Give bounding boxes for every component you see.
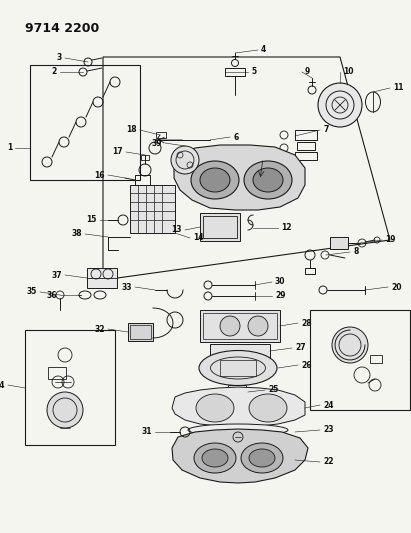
Text: 31: 31 <box>141 427 152 437</box>
Text: 9: 9 <box>305 68 310 77</box>
Bar <box>30 65 140 180</box>
Text: 39: 39 <box>152 139 162 148</box>
Circle shape <box>332 327 368 363</box>
Text: 22: 22 <box>323 457 333 466</box>
Ellipse shape <box>199 351 277 385</box>
Text: 11: 11 <box>393 84 404 93</box>
Text: 32: 32 <box>95 325 105 334</box>
Text: 26: 26 <box>301 360 312 369</box>
Bar <box>141 155 149 160</box>
Text: ·: · <box>83 60 85 64</box>
Ellipse shape <box>253 168 283 192</box>
Text: 4: 4 <box>261 45 266 54</box>
Bar <box>230 387 244 398</box>
Text: 29: 29 <box>275 292 286 301</box>
Bar <box>203 216 237 238</box>
Bar <box>156 132 166 138</box>
Polygon shape <box>172 429 308 483</box>
Polygon shape <box>174 145 305 210</box>
Text: 16: 16 <box>95 171 105 180</box>
Ellipse shape <box>188 424 288 436</box>
Text: 7: 7 <box>323 125 328 134</box>
Circle shape <box>318 83 362 127</box>
Bar <box>200 213 240 241</box>
Bar <box>228 385 246 400</box>
Bar <box>130 185 175 233</box>
Text: 35: 35 <box>27 287 37 296</box>
Text: 2: 2 <box>52 68 57 77</box>
Text: 5: 5 <box>251 68 256 77</box>
Circle shape <box>47 392 83 428</box>
Text: 19: 19 <box>385 236 395 245</box>
Text: 27: 27 <box>295 343 306 352</box>
Ellipse shape <box>202 449 228 467</box>
Text: 9714 2200: 9714 2200 <box>25 22 99 35</box>
Bar <box>310 310 410 410</box>
Text: 38: 38 <box>72 230 82 238</box>
Ellipse shape <box>241 443 283 473</box>
Text: 17: 17 <box>112 148 123 157</box>
Bar <box>305 268 315 274</box>
Circle shape <box>248 316 268 336</box>
Text: 3: 3 <box>57 53 62 62</box>
Text: 24: 24 <box>323 400 333 409</box>
Ellipse shape <box>200 168 230 192</box>
Text: 36: 36 <box>46 290 57 300</box>
Ellipse shape <box>244 161 292 199</box>
Bar <box>48 367 66 379</box>
Bar <box>295 130 317 140</box>
Text: 30: 30 <box>275 278 286 287</box>
Bar <box>87 268 117 288</box>
Bar <box>295 152 317 160</box>
Bar <box>225 68 245 76</box>
Bar <box>297 142 315 150</box>
Bar <box>330 237 348 249</box>
Text: 6: 6 <box>233 133 238 141</box>
Text: 10: 10 <box>343 68 353 77</box>
Bar <box>128 323 153 341</box>
Bar <box>135 175 150 185</box>
Text: 18: 18 <box>126 125 137 134</box>
Text: 37: 37 <box>51 271 62 279</box>
Bar <box>210 344 270 359</box>
Text: 25: 25 <box>268 385 278 394</box>
Ellipse shape <box>194 443 236 473</box>
Text: 13: 13 <box>171 225 182 235</box>
Ellipse shape <box>191 161 239 199</box>
Text: 34: 34 <box>0 381 5 390</box>
Bar <box>370 355 382 363</box>
Text: 8: 8 <box>353 247 358 256</box>
Text: 23: 23 <box>323 425 333 434</box>
Bar <box>200 310 280 342</box>
Bar <box>203 313 277 339</box>
Text: 12: 12 <box>281 223 291 232</box>
Bar <box>220 360 256 376</box>
Bar <box>25 330 115 445</box>
Ellipse shape <box>249 449 275 467</box>
Text: 28: 28 <box>301 319 312 327</box>
Circle shape <box>220 316 240 336</box>
Circle shape <box>171 146 199 174</box>
Text: 1: 1 <box>7 143 12 152</box>
Ellipse shape <box>196 394 234 422</box>
Text: 15: 15 <box>87 215 97 224</box>
Text: 33: 33 <box>122 282 132 292</box>
Text: 20: 20 <box>391 282 402 292</box>
Text: 14: 14 <box>193 233 203 243</box>
Bar <box>130 325 151 339</box>
Ellipse shape <box>249 394 287 422</box>
Polygon shape <box>172 387 305 427</box>
